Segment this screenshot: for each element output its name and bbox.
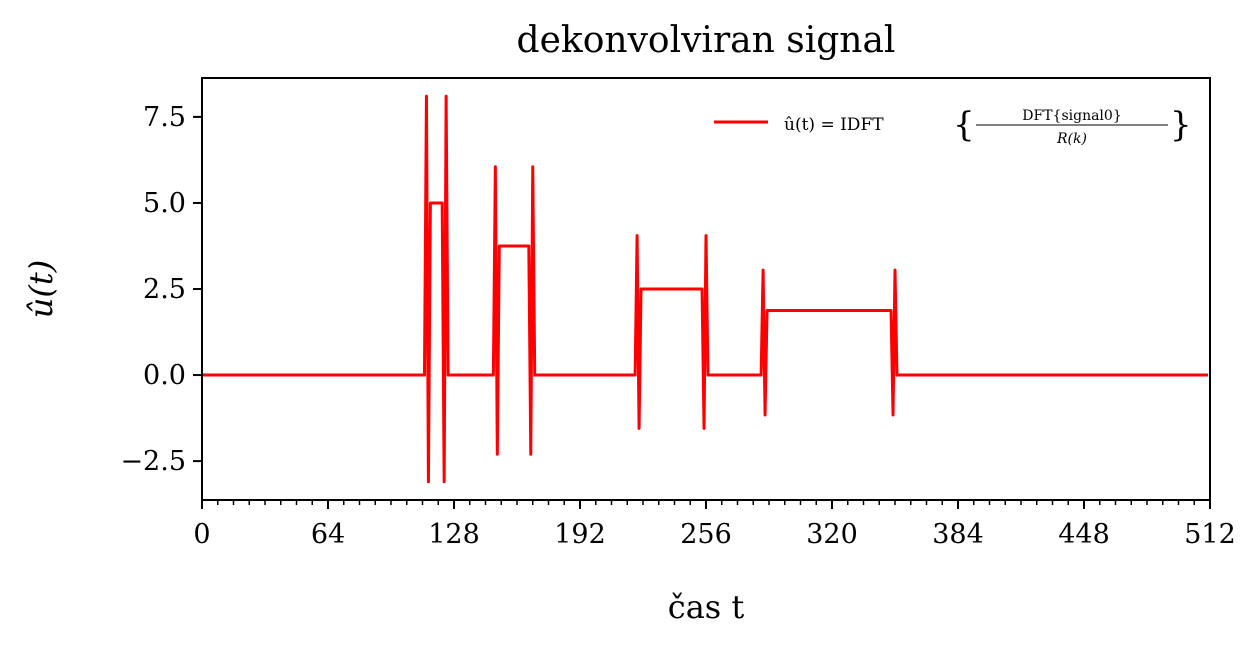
legend: û(t) = IDFT { DFT{signal0} R(k) } — [714, 105, 1192, 147]
y-tick-label: 5.0 — [143, 188, 186, 219]
x-tick-label: 384 — [932, 519, 984, 550]
y-tick-label: 2.5 — [143, 274, 186, 305]
x-tick-label: 320 — [806, 519, 858, 550]
y-axis: −2.5 0.0 2.5 5.0 7.5 — [120, 102, 202, 477]
y-tick-label: −2.5 — [120, 446, 186, 477]
legend-brace-left: { — [953, 105, 975, 145]
chart-title: dekonvolviran signal — [517, 20, 896, 61]
plot-area — [202, 94, 1209, 484]
x-tick-label: 64 — [311, 519, 345, 550]
x-tick-label: 0 — [193, 519, 210, 550]
legend-lhs: û(t) = IDFT — [784, 115, 884, 135]
x-tick-label: 128 — [428, 519, 480, 550]
y-tick-label: 0.0 — [143, 360, 186, 391]
x-tick-label: 448 — [1058, 519, 1110, 550]
series-line — [202, 94, 1209, 484]
x-axis-label: čas t — [668, 588, 745, 626]
x-tick-label: 512 — [1184, 519, 1236, 550]
legend-brace-right: } — [1170, 105, 1192, 145]
x-tick-label: 256 — [680, 519, 732, 550]
x-tick-label: 192 — [554, 519, 606, 550]
legend-numerator: DFT{signal0} — [1022, 108, 1121, 124]
legend-denominator: R(k) — [1056, 131, 1087, 147]
y-axis-label: û(t) — [22, 260, 60, 318]
y-tick-label: 7.5 — [143, 102, 186, 133]
x-axis: 0 64 128 192 256 320 384 448 512 — [193, 500, 1236, 550]
